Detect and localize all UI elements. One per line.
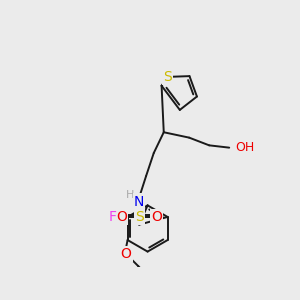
Text: H: H — [126, 190, 134, 200]
Text: OH: OH — [236, 141, 255, 154]
Text: F: F — [108, 210, 116, 224]
Text: O: O — [121, 247, 131, 261]
Text: S: S — [135, 210, 143, 224]
Text: S: S — [164, 70, 172, 84]
Text: O: O — [116, 210, 127, 224]
Text: N: N — [134, 195, 144, 208]
Text: O: O — [152, 210, 162, 224]
